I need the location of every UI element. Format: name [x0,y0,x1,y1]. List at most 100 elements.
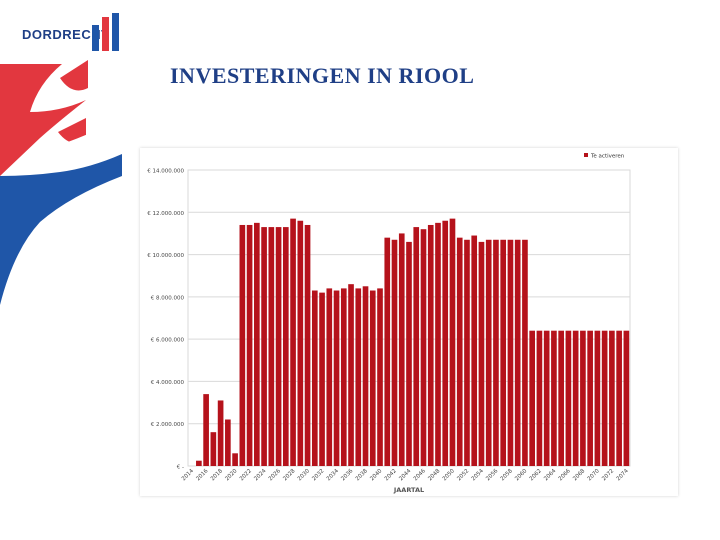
bar [377,288,383,466]
x-tick-label: 2024 [253,468,267,482]
x-tick-label: 2016 [195,468,209,482]
bar [543,330,550,466]
bar [239,224,246,466]
dordrecht-wave-graphic [0,60,122,305]
bar [319,292,325,466]
bar [246,224,253,466]
bar [609,330,615,466]
x-tick-label: 2056 [485,468,499,482]
bar [297,220,304,466]
bar [507,239,514,466]
bar [406,241,412,466]
brand-red-shape [0,64,86,176]
bar [623,330,630,466]
bar [391,239,398,466]
y-tick-label: € 6.000.000 [151,338,185,344]
bar [594,330,601,466]
bar [580,330,586,466]
bar [587,330,593,466]
bar [275,227,282,466]
x-tick-label: 2074 [616,468,630,482]
x-tick-label: 2042 [384,468,398,482]
y-tick-label: € - [177,465,184,471]
bar [471,235,478,466]
x-tick-label: 2034 [326,468,340,482]
x-tick-label: 2050 [442,468,456,482]
x-tick-label: 2020 [224,468,238,482]
bar [225,419,231,466]
bar [601,330,608,466]
bar [261,227,267,466]
x-tick-label: 2048 [427,468,441,482]
bar [196,460,202,466]
bar [551,330,557,466]
bar [333,290,340,466]
x-tick-label: 2070 [587,468,601,482]
x-tick-label: 2028 [282,468,296,482]
bar [427,224,434,466]
chart-frame: € - € 2.000.000 € 4.000.000 € 6.000.000 € 8.… [140,148,678,496]
y-tick-label: € 10.000.000 [147,253,184,259]
bar [442,220,449,466]
bar [522,239,528,466]
y-tick-label: € 12.000.000 [147,211,184,217]
x-tick-label: 2062 [529,468,543,482]
x-tick-label: 2068 [572,468,586,482]
bar [529,330,535,466]
x-tick-label: 2072 [601,468,615,482]
x-tick-label: 2026 [268,468,282,482]
bar [413,227,420,466]
x-tick-label: 2052 [456,468,470,482]
legend-swatch [584,153,588,157]
bar [478,241,485,466]
bar [485,239,492,466]
slide-title: INVESTERINGEN IN RIOOL [170,63,475,88]
y-tick-label: € 14.000.000 [147,169,184,175]
y-tick-label: € 2.000.000 [151,422,185,428]
x-tick-label: 2032 [311,468,325,482]
x-tick-label: 2038 [355,468,369,482]
bar [254,222,260,466]
bar [217,400,224,466]
bar [362,286,369,466]
bar [464,239,470,466]
x-tick-label: 2046 [413,468,427,482]
y-tick-label: € 4.000.000 [151,380,185,386]
bar [326,288,333,466]
bar [268,227,275,466]
x-axis-title: JAARTAL [393,486,424,494]
bar [282,227,289,466]
y-tick-label: € 8.000.000 [151,295,185,301]
brand-red-wave-2 [58,118,86,144]
bar [435,222,441,466]
bar [210,432,217,466]
x-tick-label: 2064 [543,468,557,482]
x-tick-label: 2060 [514,468,528,482]
bar [500,239,507,466]
bar [369,290,376,466]
x-tick-label: 2018 [210,468,224,482]
logo-flag-icon [92,13,119,51]
bar [304,224,311,466]
bar [565,330,572,466]
bar [558,330,564,466]
bar [355,288,362,466]
legend-label: Te activeren [590,154,625,160]
bar [311,290,318,466]
x-tick-label: 2058 [500,468,514,482]
investment-bar-chart: € - € 2.000.000 € 4.000.000 € 6.000.000 € 8.… [147,153,631,494]
x-tick-label: 2036 [340,468,354,482]
brand-red-wave [60,60,88,91]
bar [572,330,579,466]
brand-white-stripe [40,120,118,158]
bar [456,237,463,466]
x-tick-label: 2022 [239,468,253,482]
x-tick-label: 2066 [558,468,572,482]
x-tick-label: 2044 [398,468,412,482]
bar [384,237,391,466]
x-tick-label: 2040 [369,468,383,482]
bar [398,233,405,466]
bar [616,330,622,466]
bar [203,394,209,466]
x-tick-label: 2054 [471,468,485,482]
